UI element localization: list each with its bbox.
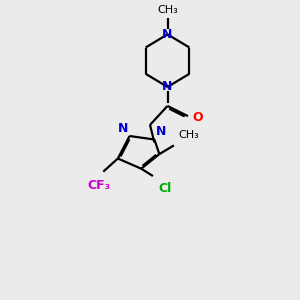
Text: N: N bbox=[156, 125, 166, 138]
Text: CF₃: CF₃ bbox=[87, 179, 110, 192]
Text: CH₃: CH₃ bbox=[178, 130, 199, 140]
Text: N: N bbox=[162, 80, 173, 93]
Text: Cl: Cl bbox=[159, 182, 172, 195]
Text: N: N bbox=[162, 28, 173, 41]
Text: N: N bbox=[118, 122, 128, 134]
Text: O: O bbox=[192, 111, 203, 124]
Text: CH₃: CH₃ bbox=[157, 5, 178, 15]
